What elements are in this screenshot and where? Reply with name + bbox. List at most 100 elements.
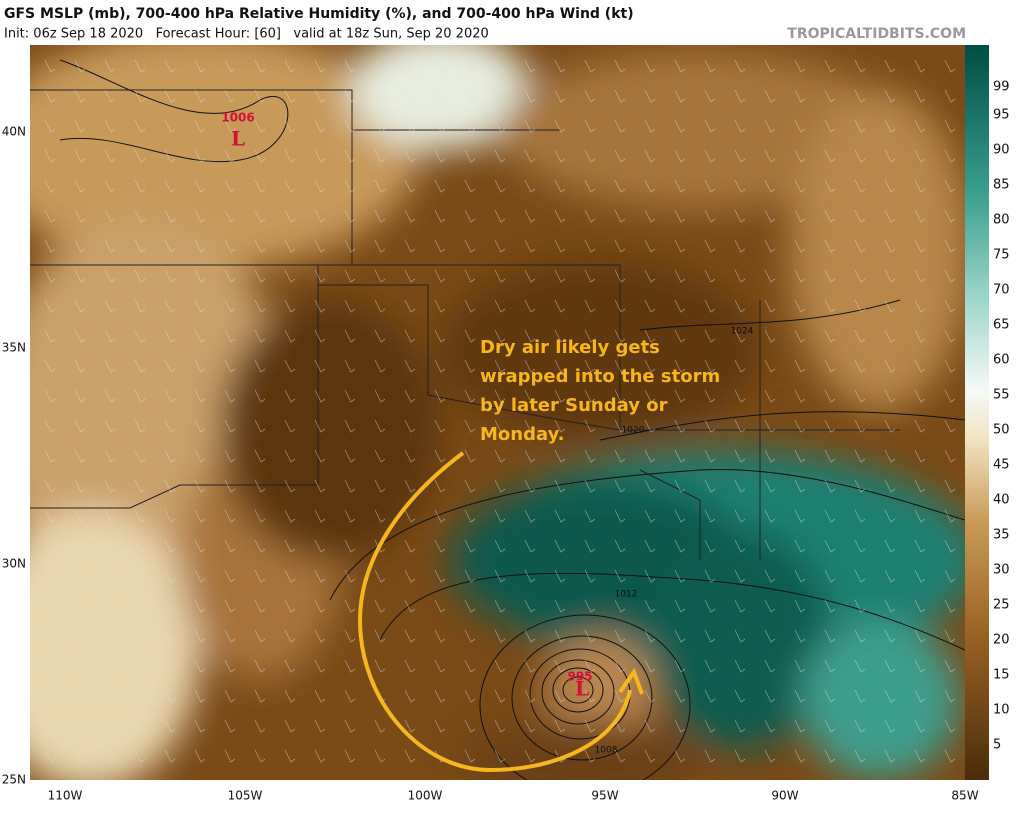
- isobar-label: 1012: [615, 590, 638, 600]
- wind-barb: [104, 59, 116, 73]
- wind-barb: [134, 239, 146, 253]
- wind-barb: [254, 449, 266, 463]
- wind-barb: [794, 299, 806, 313]
- wind-barb: [284, 119, 296, 133]
- wind-barb: [824, 569, 836, 583]
- wind-barb: [164, 569, 176, 583]
- wind-barb: [674, 119, 686, 133]
- wind-barb: [74, 329, 86, 343]
- wind-barb: [374, 59, 386, 73]
- wind-barb: [44, 689, 56, 703]
- wind-barb: [464, 419, 476, 433]
- wind-barb: [344, 149, 356, 163]
- wind-barb: [584, 89, 596, 103]
- colorbar-label: 85: [993, 178, 1010, 193]
- wind-barb: [404, 659, 416, 673]
- wind-barb: [344, 209, 356, 223]
- wind-barb: [554, 719, 566, 733]
- wind-barb: [914, 359, 926, 373]
- wind-barb: [254, 719, 266, 733]
- lon-label: 100W: [408, 789, 443, 803]
- wind-barb: [644, 449, 656, 463]
- wind-barb: [344, 89, 356, 103]
- wind-barb: [734, 629, 746, 643]
- wind-barb: [374, 119, 386, 133]
- wind-barb: [734, 329, 746, 343]
- wind-barb: [374, 179, 386, 193]
- arrow: [357, 451, 632, 773]
- wind-barb: [434, 479, 446, 493]
- wind-barb: [284, 359, 296, 373]
- wind-barb: [194, 689, 206, 703]
- wind-barb: [794, 749, 806, 763]
- wind-barb: [314, 419, 326, 433]
- wind-barb: [74, 119, 86, 133]
- wind-barb: [734, 149, 746, 163]
- wind-barb: [584, 329, 596, 343]
- wind-barb: [254, 329, 266, 343]
- wind-barb: [674, 89, 686, 103]
- wind-barb: [764, 659, 776, 673]
- wind-barb: [164, 509, 176, 523]
- wind-barb: [224, 239, 236, 253]
- wind-barb: [44, 479, 56, 493]
- wind-barb: [824, 659, 836, 673]
- subtitle: Init: 06z Sep 18 2020 Forecast Hour: [60…: [4, 27, 489, 42]
- wind-barb: [74, 569, 86, 583]
- wind-barb: [44, 509, 56, 523]
- wind-barb: [704, 689, 716, 703]
- wind-barb: [704, 449, 716, 463]
- wind-barb: [164, 299, 176, 313]
- wind-barb: [374, 299, 386, 313]
- wind-barb: [404, 749, 416, 763]
- wind-barb: [224, 539, 236, 553]
- wind-barb: [614, 359, 626, 373]
- wind-barb: [134, 389, 146, 403]
- colorbar-label: 50: [993, 423, 1010, 438]
- wind-barb: [914, 539, 926, 553]
- wind-barb: [794, 179, 806, 193]
- wind-barb: [884, 269, 896, 283]
- wind-barb: [104, 149, 116, 163]
- wind-barb: [494, 89, 506, 103]
- wind-barb: [374, 149, 386, 163]
- wind-barb: [44, 59, 56, 73]
- wind-barb: [44, 749, 56, 763]
- wind-barb: [464, 659, 476, 673]
- lat-label: 35N: [2, 341, 26, 355]
- wind-barb: [164, 449, 176, 463]
- wind-barb: [74, 269, 86, 283]
- wind-barb: [914, 389, 926, 403]
- wind-barb: [164, 59, 176, 73]
- wind-barb: [944, 179, 956, 193]
- wind-barb: [584, 539, 596, 553]
- wind-barb: [254, 299, 266, 313]
- wind-barb: [554, 629, 566, 643]
- wind-barb: [344, 269, 356, 283]
- wind-barb: [944, 719, 956, 733]
- wind-barb: [764, 149, 776, 163]
- wind-barb: [884, 659, 896, 673]
- wind-barb: [44, 209, 56, 223]
- wind-barb: [674, 149, 686, 163]
- wind-barb: [914, 719, 926, 733]
- wind-barb: [194, 89, 206, 103]
- wind-barb: [554, 689, 566, 703]
- wind-barb: [284, 659, 296, 673]
- wind-barb: [494, 59, 506, 73]
- wind-barb: [194, 149, 206, 163]
- wind-barb: [674, 659, 686, 673]
- lon-label: 105W: [228, 789, 263, 803]
- wind-barb: [764, 479, 776, 493]
- wind-barb: [614, 419, 626, 433]
- wind-barb: [464, 179, 476, 193]
- wind-barb: [674, 179, 686, 193]
- wind-barb: [314, 329, 326, 343]
- wind-barb: [674, 239, 686, 253]
- wind-barb: [104, 659, 116, 673]
- wind-barb: [794, 599, 806, 613]
- wind-barb: [164, 719, 176, 733]
- wind-barb: [104, 209, 116, 223]
- wind-barb: [884, 419, 896, 433]
- wind-barb: [254, 569, 266, 583]
